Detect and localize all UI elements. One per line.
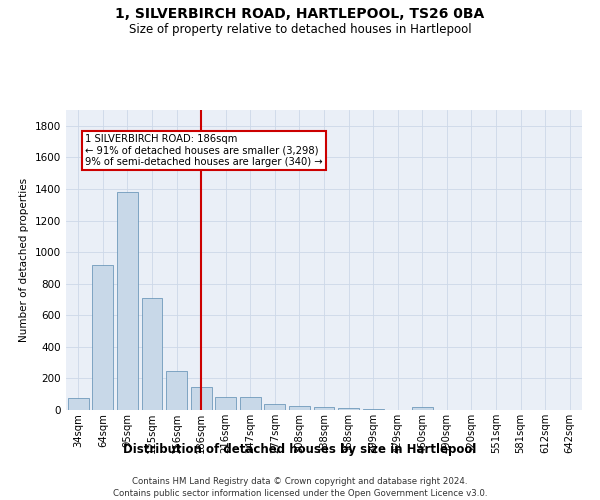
Bar [215, 398, 236, 410]
Text: 1, SILVERBIRCH ROAD, HARTLEPOOL, TS26 0BA: 1, SILVERBIRCH ROAD, HARTLEPOOL, TS26 0B… [115, 8, 485, 22]
Bar [289, 406, 310, 410]
Bar [68, 398, 89, 410]
Text: Size of property relative to detached houses in Hartlepool: Size of property relative to detached ho… [128, 22, 472, 36]
Bar [166, 370, 187, 410]
Bar [92, 264, 113, 410]
Bar [412, 407, 433, 410]
Bar [191, 387, 212, 410]
Bar [142, 298, 163, 410]
Text: Contains public sector information licensed under the Open Government Licence v3: Contains public sector information licen… [113, 489, 487, 498]
Bar [265, 404, 286, 410]
Text: 1 SILVERBIRCH ROAD: 186sqm
← 91% of detached houses are smaller (3,298)
9% of se: 1 SILVERBIRCH ROAD: 186sqm ← 91% of deta… [85, 134, 323, 167]
Text: Contains HM Land Registry data © Crown copyright and database right 2024.: Contains HM Land Registry data © Crown c… [132, 478, 468, 486]
Y-axis label: Number of detached properties: Number of detached properties [19, 178, 29, 342]
Bar [314, 407, 334, 410]
Bar [362, 409, 383, 410]
Bar [338, 408, 359, 410]
Bar [240, 398, 261, 410]
Text: Distribution of detached houses by size in Hartlepool: Distribution of detached houses by size … [124, 442, 476, 456]
Bar [117, 192, 138, 410]
